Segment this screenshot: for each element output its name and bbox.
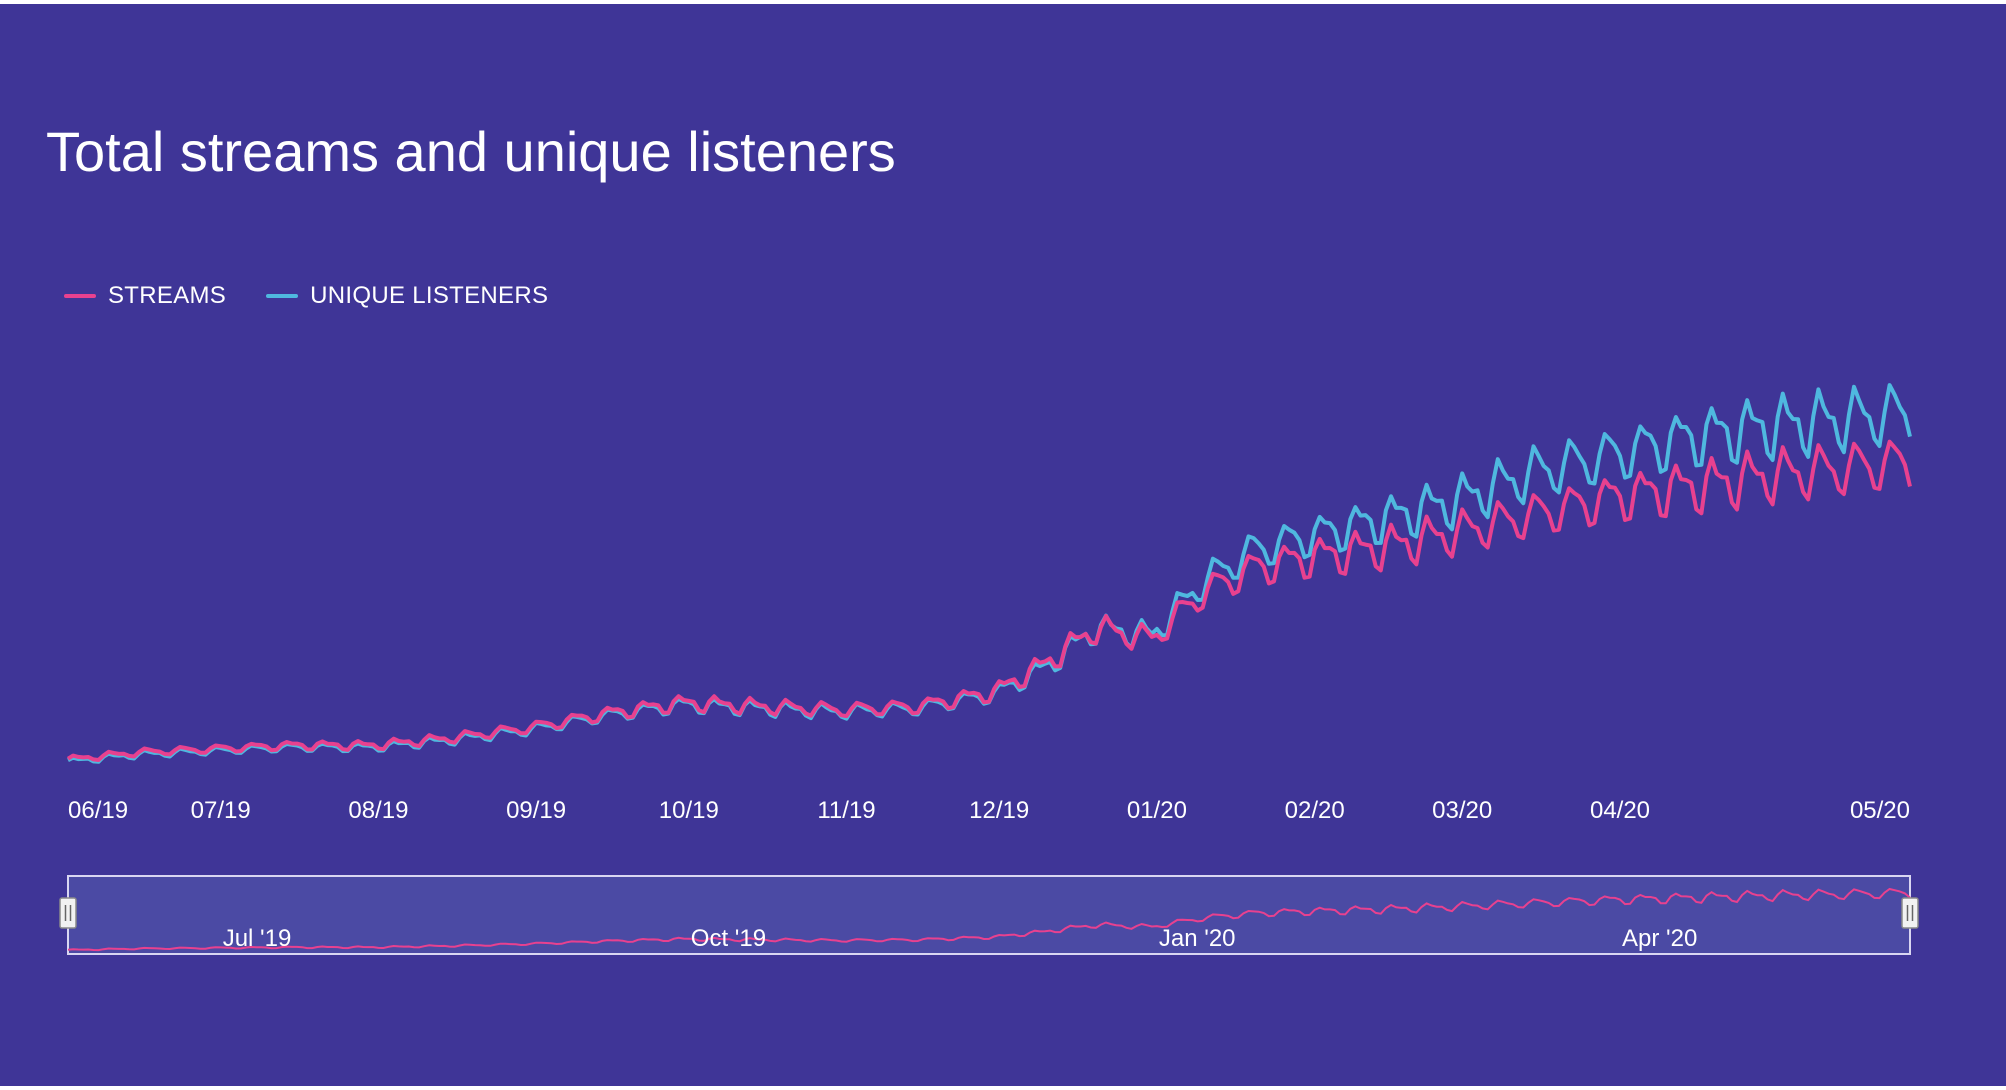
x-tick-label: 01/20 — [1127, 797, 1187, 824]
navigator-series — [67, 887, 1911, 952]
x-tick-label: 10/19 — [659, 797, 719, 824]
x-tick-label: 02/20 — [1285, 797, 1345, 824]
navigator-tick-label: Apr '20 — [1622, 925, 1697, 952]
chart-title: Total streams and unique listeners — [46, 120, 896, 183]
navigator-handle-right[interactable] — [1901, 897, 1919, 929]
series-line-streams[interactable] — [66, 439, 1912, 762]
legend-swatch-unique-listeners — [266, 294, 299, 298]
legend-label-unique-listeners: UNIQUE LISTENERS — [310, 282, 549, 309]
navigator-tick-label: Jul '19 — [223, 925, 292, 952]
legend-item-unique-listeners[interactable]: UNIQUE LISTENERS — [266, 282, 548, 310]
handle-grip[interactable] — [1901, 897, 1919, 929]
x-tick-label: 09/19 — [506, 797, 566, 824]
handle-grip[interactable] — [59, 897, 77, 929]
x-tick-label: 04/20 — [1590, 797, 1650, 824]
legend-item-streams[interactable]: STREAMS — [64, 282, 226, 310]
x-tick-label: 12/19 — [969, 797, 1029, 824]
series-line-unique-listeners[interactable] — [67, 383, 1912, 764]
navigator-axis: Jul '19 Oct '19 Jan '20 Apr '20 — [223, 925, 1698, 952]
legend-label-streams: STREAMS — [108, 282, 227, 309]
x-tick-label: 05/20 — [1850, 797, 1910, 824]
x-tick-label: 07/19 — [191, 797, 251, 824]
legend-swatch-streams — [64, 294, 96, 298]
x-tick-label: 03/20 — [1432, 797, 1492, 824]
navigator-handle-left[interactable] — [59, 897, 77, 929]
x-tick-label: 06/19 — [68, 797, 128, 824]
series-layer — [66, 383, 1912, 764]
x-tick-label: 11/19 — [817, 797, 875, 824]
x-tick-label: 08/19 — [348, 797, 408, 824]
chart-legend: STREAMS UNIQUE LISTENERS — [64, 278, 588, 314]
navigator-selection[interactable] — [67, 875, 1911, 955]
navigator-line-streams — [67, 887, 1911, 952]
range-navigator[interactable]: Jul '19 Oct '19 Jan '20 Apr '20 — [59, 875, 1919, 955]
navigator-tick-label: Jan '20 — [1159, 925, 1236, 952]
x-axis: 06/19 07/19 08/19 09/19 10/19 11/19 12/19 01/20… — [68, 797, 1910, 824]
navigator-tick-label: Oct '19 — [691, 925, 766, 952]
